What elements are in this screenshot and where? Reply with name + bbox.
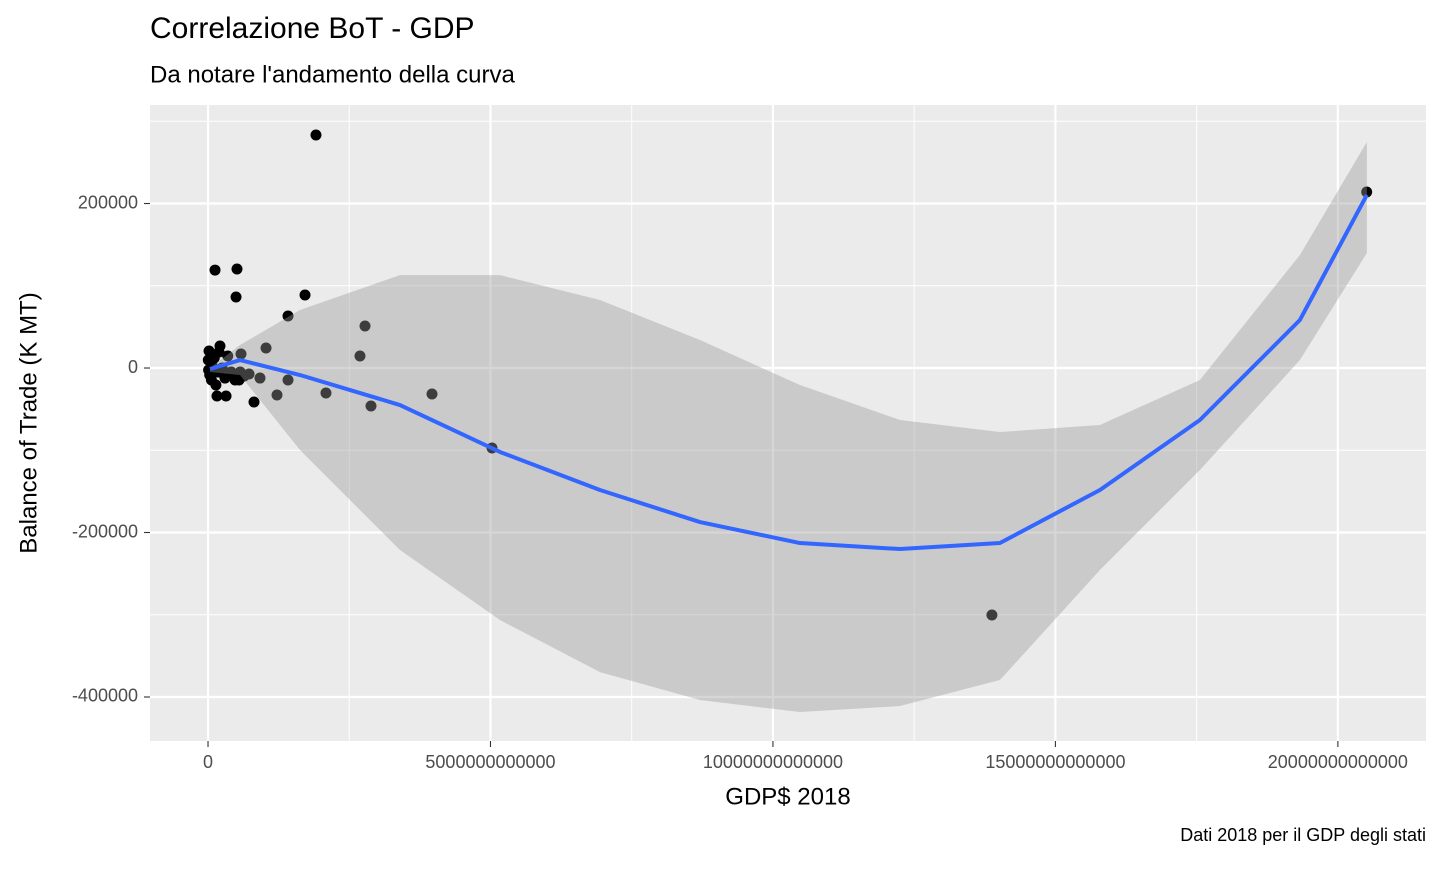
- point: [299, 289, 311, 301]
- point: [282, 374, 294, 386]
- point: [426, 388, 438, 400]
- y-tick-label: -200000: [72, 521, 138, 541]
- point: [1361, 186, 1373, 198]
- point: [231, 263, 243, 275]
- y-tick-label: 200000: [78, 192, 138, 212]
- confidence-band: [209, 142, 1367, 713]
- point: [230, 291, 242, 303]
- point: [354, 350, 366, 362]
- chart-subtitle: Da notare l'andamento della curva: [150, 61, 515, 88]
- x-tick-label: 10000000000000: [703, 752, 843, 772]
- x-tick-label: 20000000000000: [1268, 752, 1408, 772]
- y-axis-label: Balance of Trade (K MT): [15, 292, 42, 553]
- x-tick-label: 5000000000000: [425, 752, 555, 772]
- chart-title: Correlazione BoT - GDP: [150, 12, 475, 45]
- point: [254, 372, 266, 384]
- point: [222, 350, 234, 362]
- point: [359, 320, 371, 332]
- point: [210, 379, 222, 391]
- point: [271, 389, 283, 401]
- point: [365, 400, 377, 412]
- point: [248, 396, 260, 408]
- x-axis-label: GDP$ 2018: [725, 783, 850, 810]
- caption: Dati 2018 per il GDP degli stati: [1180, 825, 1426, 845]
- point: [235, 348, 247, 360]
- point: [220, 390, 232, 402]
- point: [310, 129, 322, 141]
- smooth-line: [209, 194, 1369, 552]
- point: [282, 310, 294, 322]
- x-tick-label: 0: [203, 752, 213, 772]
- point: [986, 609, 998, 621]
- point: [209, 264, 221, 276]
- point: [260, 342, 272, 354]
- y-tick-label: 0: [128, 357, 138, 377]
- panel: [150, 105, 1426, 741]
- point: [211, 390, 223, 402]
- y-tick-label: -400000: [72, 686, 138, 706]
- point: [238, 370, 250, 382]
- point: [213, 346, 225, 358]
- point: [320, 387, 332, 399]
- x-tick-label: 15000000000000: [985, 752, 1125, 772]
